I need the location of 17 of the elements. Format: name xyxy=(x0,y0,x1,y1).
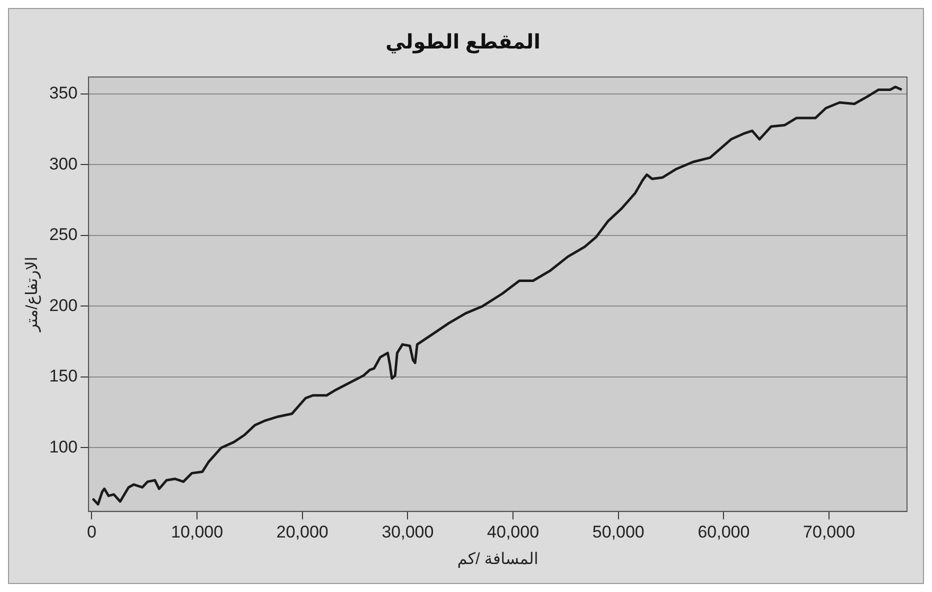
x-tick-label: 0 xyxy=(86,522,96,542)
y-tick-label: 150 xyxy=(49,366,78,386)
x-tick-label: 10,000 xyxy=(171,522,224,542)
y-tick-label: 250 xyxy=(49,225,78,244)
x-tick-label: 40,000 xyxy=(487,522,540,542)
x-tick-label: 50,000 xyxy=(592,522,644,542)
x-axis-title: المسافة /كم xyxy=(457,550,538,568)
y-tick-label: 100 xyxy=(49,437,78,456)
x-tick-label: 20,000 xyxy=(276,522,328,542)
chart-title: المقطع الطولي xyxy=(386,32,540,54)
x-tick-label: 60,000 xyxy=(698,522,750,542)
y-axis-title: الارتفاع/متر xyxy=(24,256,42,333)
x-tick-label: 70,000 xyxy=(803,522,856,542)
y-tick-label: 350 xyxy=(49,84,78,103)
y-tick-label: 200 xyxy=(49,296,78,315)
x-tick-label: 30,000 xyxy=(382,522,434,542)
y-tick-label: 300 xyxy=(49,154,78,174)
